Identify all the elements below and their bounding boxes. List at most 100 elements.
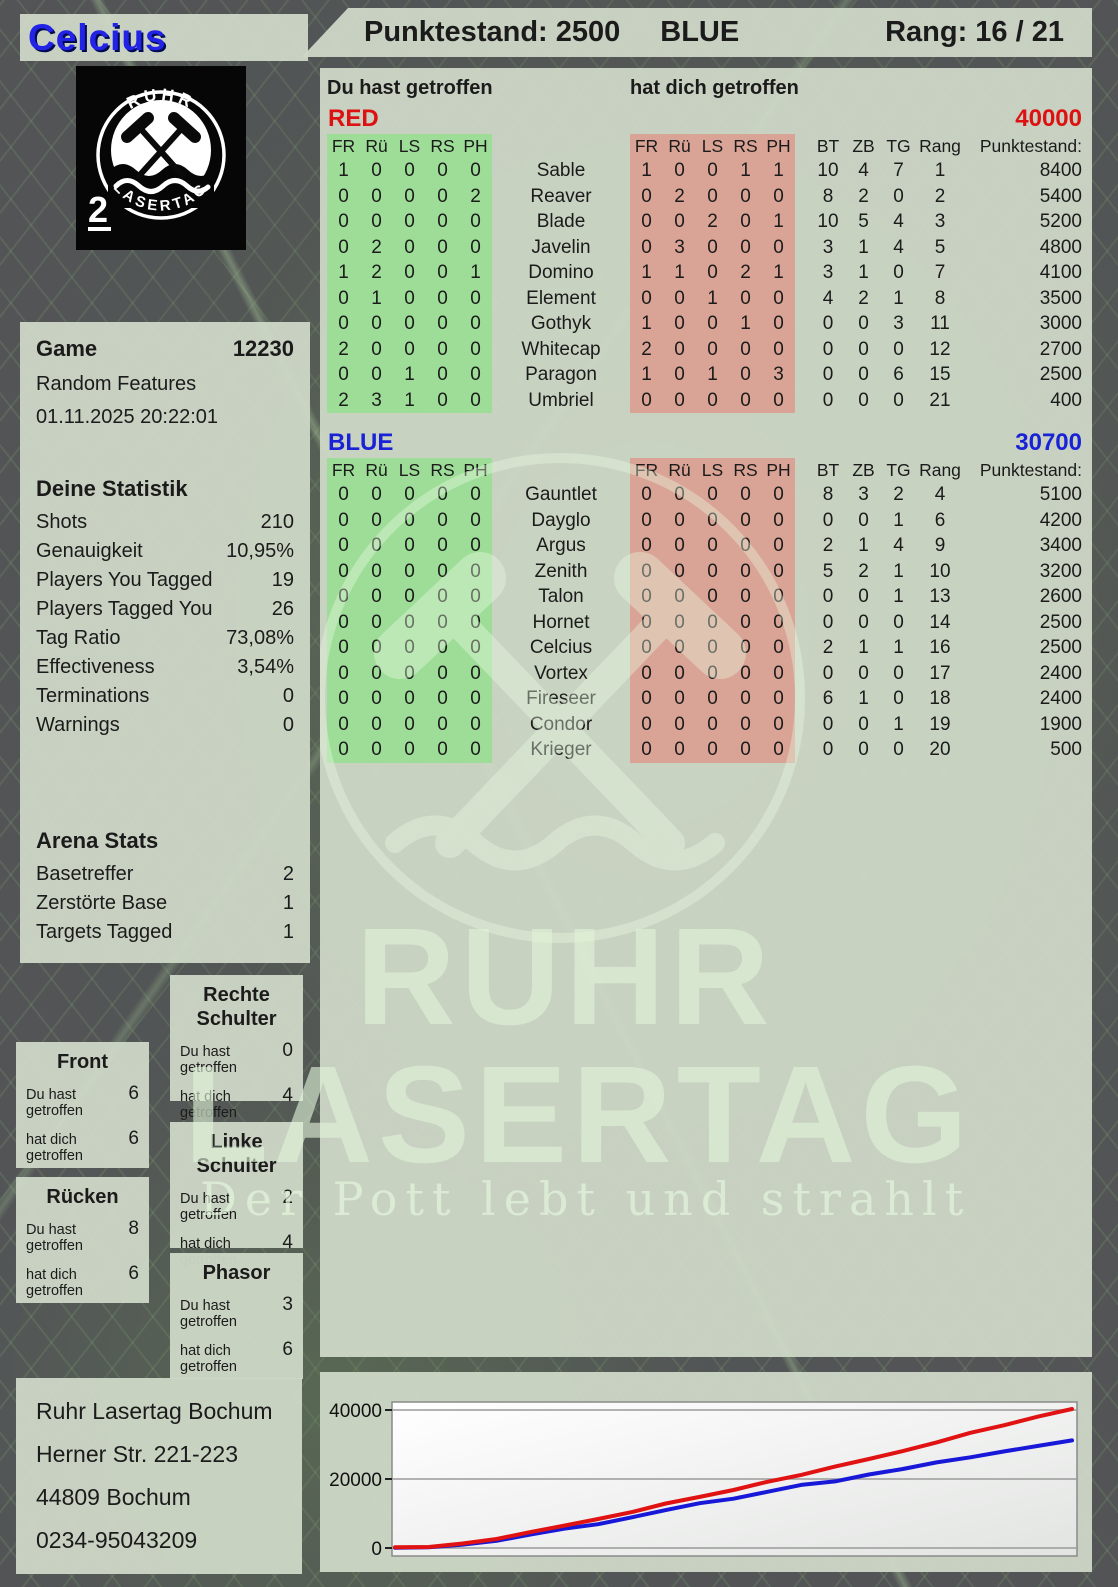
bodypart-them-value: 6 — [128, 1128, 139, 1149]
player-name-cell: Vortex — [534, 662, 588, 684]
them-hit-cell: 0 — [696, 260, 729, 286]
you-hit-col-header: LS — [393, 134, 426, 158]
stat-row: Players Tagged You 26 — [36, 595, 294, 624]
stat-label: Effectiveness — [36, 656, 155, 678]
column-header-row: FR Rü LS RS PH FR Rü LS RS PH BT ZB TG Rang Punktestan… — [320, 134, 1092, 158]
you-hit-cell: 2 — [327, 387, 360, 413]
you-hit-col-header: PH — [459, 134, 492, 158]
them-hit-cell: 0 — [696, 686, 729, 712]
stat-label: Terminations — [36, 685, 150, 707]
them-hit-cell: 0 — [729, 507, 762, 533]
stat-label: Genauigkeit — [36, 540, 143, 562]
them-hit-cell: 0 — [729, 635, 762, 661]
player-name-cell: Blade — [536, 211, 586, 232]
team-total-score: 30700 — [1015, 429, 1082, 456]
you-hit-cell: 0 — [426, 711, 459, 737]
them-hit-cell: 0 — [762, 507, 795, 533]
you-hit-col-header: FR — [327, 458, 360, 482]
venue-phone: 0234-95043209 — [36, 1527, 198, 1553]
punktestand-cell: 8400 — [1039, 160, 1082, 181]
them-hit-cell: 3 — [762, 362, 795, 388]
header-score: Punktestand: 2500 — [364, 16, 621, 48]
them-hit-cell: 0 — [696, 558, 729, 584]
you-hit-cell: 0 — [459, 482, 492, 508]
player-row: 0 0 0 0 0 Talon 0 0 0 0 0 0 0 1 13 2600 — [320, 584, 1092, 610]
you-hit-cell: 0 — [327, 737, 360, 763]
them-hit-cell: 0 — [630, 482, 663, 508]
you-hit-cell: 0 — [327, 609, 360, 635]
them-hit-cell: 0 — [762, 609, 795, 635]
them-hit-cell: 0 — [630, 533, 663, 559]
punktestand-cell: 2700 — [1039, 338, 1082, 360]
stat-cell: 1 — [893, 586, 904, 607]
player-row: 0 0 0 0 0 Blade 0 0 2 0 1 10 5 4 3 5200 — [320, 209, 1092, 235]
player-row: 2 3 1 0 0 Umbriel 0 0 0 0 0 0 0 0 21 400 — [320, 387, 1092, 413]
you-hit-cell: 1 — [360, 285, 393, 311]
punktestand-cell: 500 — [1050, 739, 1082, 760]
chart-ytick-label: 20000 — [329, 1470, 382, 1491]
them-hit-cell: 0 — [696, 158, 729, 184]
them-hit-cell: 0 — [762, 387, 795, 413]
spacer — [795, 661, 810, 687]
you-hit-cell: 0 — [426, 482, 459, 508]
stat-row: Tag Ratio 73,08% — [36, 624, 294, 653]
you-hit-cell: 0 — [459, 533, 492, 559]
them-hit-cell: 1 — [630, 158, 663, 184]
stat-cell: 0 — [822, 611, 834, 633]
punktestand-cell: 2500 — [1039, 364, 1082, 385]
stat-cell: 0 — [822, 338, 834, 360]
player-row: 0 0 0 0 0 Vortex 0 0 0 0 0 0 0 0 17 2400 — [320, 660, 1092, 687]
them-hit-cell: 0 — [696, 533, 729, 559]
you-hit-cell: 0 — [360, 584, 393, 610]
stat-col-header: Rang — [919, 136, 961, 156]
stat-cell: 1 — [893, 287, 904, 309]
bodypart-box-rechte-schulter: Rechte Schulter Du hast getroffen 0 hat d… — [170, 975, 303, 1121]
stat-cell: 0 — [893, 611, 904, 633]
you-hit-cell: 0 — [426, 260, 459, 286]
them-hit-cell: 0 — [630, 507, 663, 533]
them-hit-cell: 2 — [696, 209, 729, 235]
them-hit-cell: 0 — [762, 660, 795, 686]
them-hit-cell: 0 — [663, 209, 696, 235]
stat-cell: 21 — [929, 389, 951, 411]
them-hit-cell: 0 — [630, 234, 663, 260]
team-name: BLUE — [328, 429, 394, 456]
you-hit-cell: 0 — [426, 311, 459, 337]
them-hit-col-header: RS — [729, 458, 762, 482]
you-hit-cell: 0 — [360, 482, 393, 508]
them-hit-cell: 1 — [729, 311, 762, 337]
spacer — [795, 260, 810, 286]
spacer — [795, 737, 810, 763]
you-hit-cell: 0 — [459, 737, 492, 763]
spacer — [795, 686, 810, 712]
stat-cell: 5 — [934, 236, 946, 258]
player-name-cell: Zenith — [534, 560, 588, 582]
stat-cell: 5 — [822, 560, 834, 582]
you-hit-cell: 0 — [393, 507, 426, 533]
bodypart-them-label: hat dich getroffen — [26, 1132, 83, 1164]
chart-ytick-label: 40000 — [329, 1401, 382, 1422]
stats-rows: Shots 210 Genauigkeit 10,95% Players You Tag… — [36, 508, 294, 740]
team-tables: RED 40000 FR Rü LS RS PH FR Rü LS RS PH BT ZB TG Rang Pu… — [320, 102, 1092, 763]
stat-cell: 0 — [858, 662, 869, 684]
stat-cell: 2 — [858, 560, 869, 582]
you-hit-cell: 0 — [393, 533, 426, 559]
you-hit-cell: 0 — [327, 234, 360, 260]
them-hit-cell: 0 — [696, 584, 729, 610]
spacer — [795, 158, 810, 184]
you-hit-cell: 0 — [393, 609, 426, 635]
stat-cell: 3 — [893, 313, 904, 334]
them-hit-cell: 0 — [729, 234, 762, 260]
them-hit-cell: 0 — [729, 609, 762, 635]
you-hit-cell: 0 — [360, 158, 393, 184]
them-hit-cell: 0 — [663, 558, 696, 584]
stat-cell: 2 — [858, 287, 869, 309]
them-hit-cell: 0 — [729, 336, 762, 362]
spacer — [795, 337, 810, 363]
punktestand-cell: 4200 — [1039, 509, 1082, 531]
player-name-cell: Gauntlet — [525, 484, 597, 505]
you-hit-col-header: RS — [426, 458, 459, 482]
stat-cell: 2 — [934, 185, 946, 207]
stat-cell: 0 — [858, 389, 869, 411]
stat-value: 10,95% — [226, 540, 294, 562]
